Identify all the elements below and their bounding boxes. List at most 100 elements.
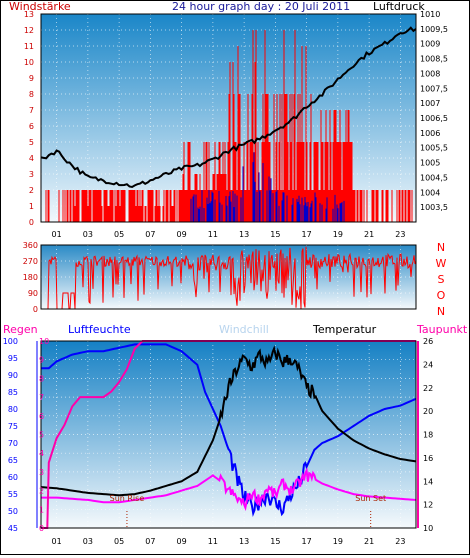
humidity-tick-label: 65: [8, 456, 18, 465]
compass-label: S: [438, 273, 445, 286]
pressure-line: [40, 26, 417, 189]
bottom-plot-border: [40, 340, 417, 529]
humidity-tick-label: 95: [8, 354, 18, 363]
regen-tick-label: 2: [39, 487, 44, 496]
wind-tick-label: 12: [24, 26, 34, 35]
temperature-tick-label: 24: [423, 360, 433, 369]
wind-tick-label: 1: [29, 202, 34, 211]
top-plot-border: [40, 13, 417, 223]
wind-tick-label: 11: [24, 42, 34, 51]
regen-tick-label: 4: [39, 449, 44, 458]
temperature-tick-label: 14: [423, 477, 433, 486]
humidity-tick-label: 90: [8, 371, 18, 380]
chart-title: 24 hour graph day : 20 Juli 2011: [172, 1, 350, 13]
regen-tick-label: 6: [39, 412, 44, 421]
bottom-x-tick-label: 01: [52, 537, 62, 546]
top-x-tick-label: 21: [364, 230, 374, 239]
temperature-line: [40, 345, 417, 497]
compass-label: O: [437, 289, 446, 302]
direction-tick-label: 270: [23, 257, 38, 266]
direction-tick-label: 90: [28, 289, 38, 298]
top-x-tick-label: 09: [177, 230, 187, 239]
wind-tick-label: 4: [29, 154, 34, 163]
pressure-tick-label: 1007: [420, 99, 440, 108]
mid-plot-border: [40, 244, 417, 310]
windchill-label: Windchill: [219, 323, 269, 336]
wind-tick-label: 0: [29, 218, 34, 227]
temperature-tick-label: 10: [423, 524, 433, 533]
regen-label: Regen: [3, 323, 38, 336]
humidity-line: [41, 343, 417, 517]
pressure-axis-title: Luftdruck: [373, 1, 425, 13]
pressure-tick-label: 1008,5: [420, 55, 448, 64]
humidity-tick-label: 55: [8, 490, 18, 499]
pressure-tick-label: 1005: [420, 159, 440, 168]
temperature-tick-label: 20: [423, 407, 433, 416]
pressure-tick-label: 1006,5: [420, 114, 448, 123]
top-x-tick-label: 23: [395, 230, 405, 239]
luftfeuchte-label: Luftfeuchte: [68, 323, 131, 336]
direction-tick-label: 360: [23, 241, 38, 250]
humidity-tick-label: 60: [8, 473, 18, 482]
compass-label: N: [437, 305, 445, 318]
bottom-x-tick-label: 21: [364, 537, 374, 546]
wind-tick-label: 2: [29, 186, 34, 195]
compass-label: W: [436, 257, 447, 270]
pressure-tick-label: 1005,5: [420, 144, 448, 153]
top-x-tick-label: 11: [208, 230, 218, 239]
humidity-tick-label: 70: [8, 439, 18, 448]
humidity-tick-label: 50: [8, 507, 18, 516]
sun-label: Sun Rise: [110, 494, 145, 503]
top-x-tick-label: 13: [239, 230, 249, 239]
humidity-tick-label: 75: [8, 422, 18, 431]
wind-tick-label: 9: [29, 74, 34, 83]
bottom-x-tick-label: 03: [83, 537, 93, 546]
pressure-tick-label: 1009: [420, 40, 440, 49]
bottom-x-tick-label: 09: [177, 537, 187, 546]
pressure-tick-label: 1008: [420, 69, 440, 78]
sun-label: Sun Set: [355, 494, 386, 503]
top-x-tick-label: 01: [52, 230, 62, 239]
top-x-tick-label: 05: [114, 230, 124, 239]
wind-tick-label: 8: [29, 90, 34, 99]
bottom-x-tick-label: 19: [333, 537, 343, 546]
bottom-x-tick-label: 11: [208, 537, 218, 546]
top-x-tick-label: 17: [302, 230, 312, 239]
wind-tick-label: 6: [29, 122, 34, 131]
regen-tick-label: 0: [39, 524, 44, 533]
wind-tick-label: 7: [29, 106, 34, 115]
wind-tick-label: 5: [29, 138, 34, 147]
bottom-x-tick-label: 15: [270, 537, 280, 546]
temperature-tick-label: 22: [423, 384, 433, 393]
temperature-tick-label: 26: [423, 337, 433, 346]
pressure-tick-label: 1007,5: [420, 84, 448, 93]
direction-tick-label: 0: [33, 305, 38, 314]
regen-tick-label: 10: [39, 337, 49, 346]
regen-tick-label: 5: [39, 431, 44, 440]
temperatur-label: Temperatur: [312, 323, 377, 336]
top-x-tick-label: 03: [83, 230, 93, 239]
bottom-x-tick-label: 05: [114, 537, 124, 546]
pressure-tick-label: 1004,5: [420, 173, 448, 182]
regen-tick-label: 1: [39, 505, 44, 514]
direction-tick-label: 180: [23, 273, 38, 282]
pressure-tick-label: 1006: [420, 129, 440, 138]
regen-tick-label: 9: [39, 356, 44, 365]
humidity-tick-label: 45: [8, 524, 18, 533]
regen-tick-label: 7: [39, 393, 44, 402]
wind-axis-title: Windstärke: [9, 1, 71, 13]
bottom-x-tick-label: 07: [145, 537, 155, 546]
top-x-tick-label: 07: [145, 230, 155, 239]
humidity-tick-label: 100: [3, 337, 18, 346]
top-x-tick-label: 15: [270, 230, 280, 239]
dewpoint-line: [41, 467, 417, 512]
temperature-tick-label: 12: [423, 501, 433, 510]
regen-tick-label: 3: [39, 468, 44, 477]
compass-label: N: [437, 241, 445, 254]
humidity-tick-label: 85: [8, 388, 18, 397]
regen-tick-label: 8: [39, 374, 44, 383]
pressure-tick-label: 1010: [420, 10, 440, 19]
bottom-x-tick-label: 23: [395, 537, 405, 546]
